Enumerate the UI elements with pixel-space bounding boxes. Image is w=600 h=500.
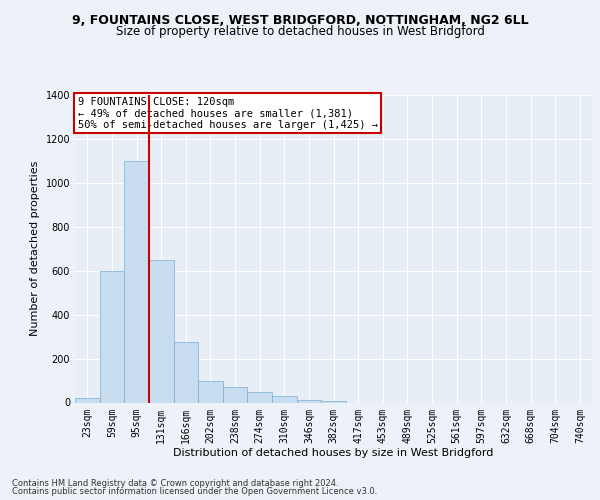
Text: 9 FOUNTAINS CLOSE: 120sqm
← 49% of detached houses are smaller (1,381)
50% of se: 9 FOUNTAINS CLOSE: 120sqm ← 49% of detac…	[77, 96, 377, 130]
Bar	[223, 387, 247, 402]
Bar	[124, 161, 149, 402]
Bar	[272, 396, 296, 402]
Text: 9, FOUNTAINS CLOSE, WEST BRIDGFORD, NOTTINGHAM, NG2 6LL: 9, FOUNTAINS CLOSE, WEST BRIDGFORD, NOTT…	[71, 14, 529, 27]
Text: Contains HM Land Registry data © Crown copyright and database right 2024.: Contains HM Land Registry data © Crown c…	[12, 478, 338, 488]
Bar	[149, 260, 173, 402]
Bar	[247, 392, 272, 402]
Text: Contains public sector information licensed under the Open Government Licence v3: Contains public sector information licen…	[12, 487, 377, 496]
Bar	[75, 398, 100, 402]
Bar	[198, 380, 223, 402]
Bar	[173, 342, 198, 402]
Text: Size of property relative to detached houses in West Bridgford: Size of property relative to detached ho…	[116, 25, 484, 38]
Bar	[100, 270, 124, 402]
Y-axis label: Number of detached properties: Number of detached properties	[30, 161, 40, 336]
Bar	[296, 400, 321, 402]
X-axis label: Distribution of detached houses by size in West Bridgford: Distribution of detached houses by size …	[173, 448, 494, 458]
